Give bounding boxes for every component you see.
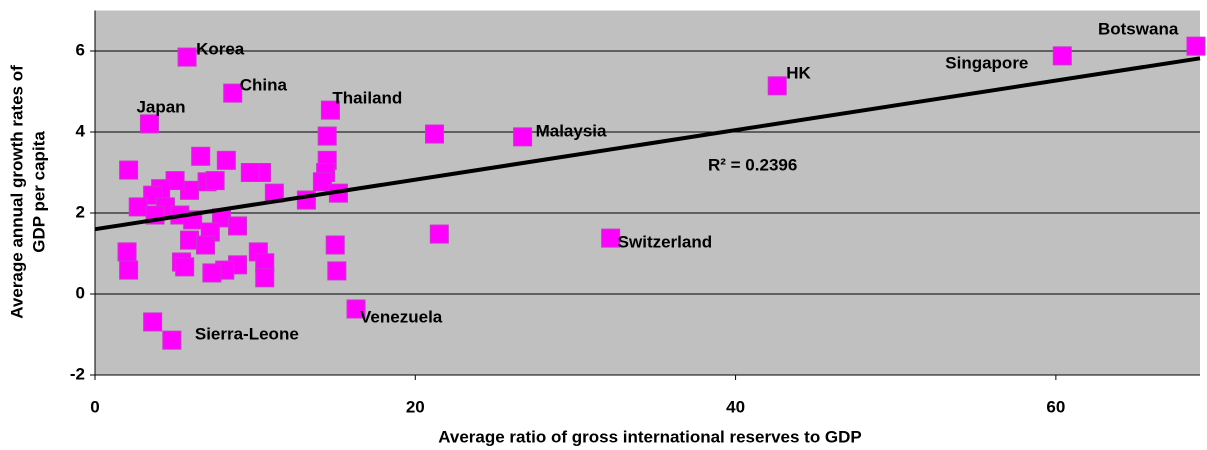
y-axis-title: GDP per capita (29, 131, 48, 253)
point (346, 299, 366, 319)
point-label: Malaysia (536, 121, 607, 140)
point-label: Korea (196, 40, 245, 59)
point (179, 180, 199, 200)
point-label: Thailand (332, 89, 402, 108)
point (179, 230, 199, 250)
point (228, 216, 248, 236)
point-label: Botswana (1098, 20, 1179, 39)
point-label: Japan (136, 97, 185, 116)
point (429, 224, 449, 244)
point (425, 124, 445, 144)
plot-area (95, 10, 1200, 375)
point (513, 127, 533, 147)
point (139, 114, 159, 134)
x-tick-label: 60 (1046, 397, 1065, 416)
point (325, 235, 345, 255)
point-label: Sierra-Leone (195, 325, 299, 344)
point (119, 160, 139, 180)
y-tick-label: 0 (76, 283, 85, 302)
x-tick-label: 40 (726, 397, 745, 416)
point (312, 172, 332, 192)
point (255, 268, 275, 288)
point-label: China (240, 76, 288, 95)
point (191, 146, 211, 166)
point (327, 261, 347, 281)
point (177, 47, 197, 67)
point-label: Singapore (945, 53, 1028, 72)
point (601, 228, 621, 248)
point-label: HK (786, 63, 811, 82)
point (1186, 36, 1206, 56)
point (143, 312, 163, 332)
point-label: Venezuela (360, 307, 443, 326)
point (175, 257, 195, 277)
x-tick-label: 0 (90, 397, 99, 416)
y-tick-label: -2 (70, 364, 85, 383)
point (1052, 46, 1072, 66)
point (320, 100, 340, 120)
point (240, 163, 260, 182)
y-axis-title: Average annual growth rates of (7, 65, 26, 319)
point (767, 76, 787, 96)
r-squared-label: R² = 0.2396 (708, 155, 797, 174)
point (317, 126, 337, 146)
point (216, 150, 236, 170)
point (162, 330, 182, 350)
point-label: Switzerland (618, 233, 712, 252)
trendline (94, 56, 1201, 232)
point (117, 242, 137, 262)
point (119, 260, 139, 280)
y-tick-label: 4 (76, 121, 86, 140)
x-axis-title: Average ratio of gross international res… (438, 427, 862, 446)
point (128, 197, 148, 217)
point (205, 171, 225, 191)
x-tick-label: 20 (406, 397, 425, 416)
point (223, 83, 243, 103)
point (202, 263, 222, 283)
y-tick-label: 2 (76, 202, 85, 221)
point (196, 235, 215, 255)
y-tick-label: 6 (76, 40, 85, 59)
